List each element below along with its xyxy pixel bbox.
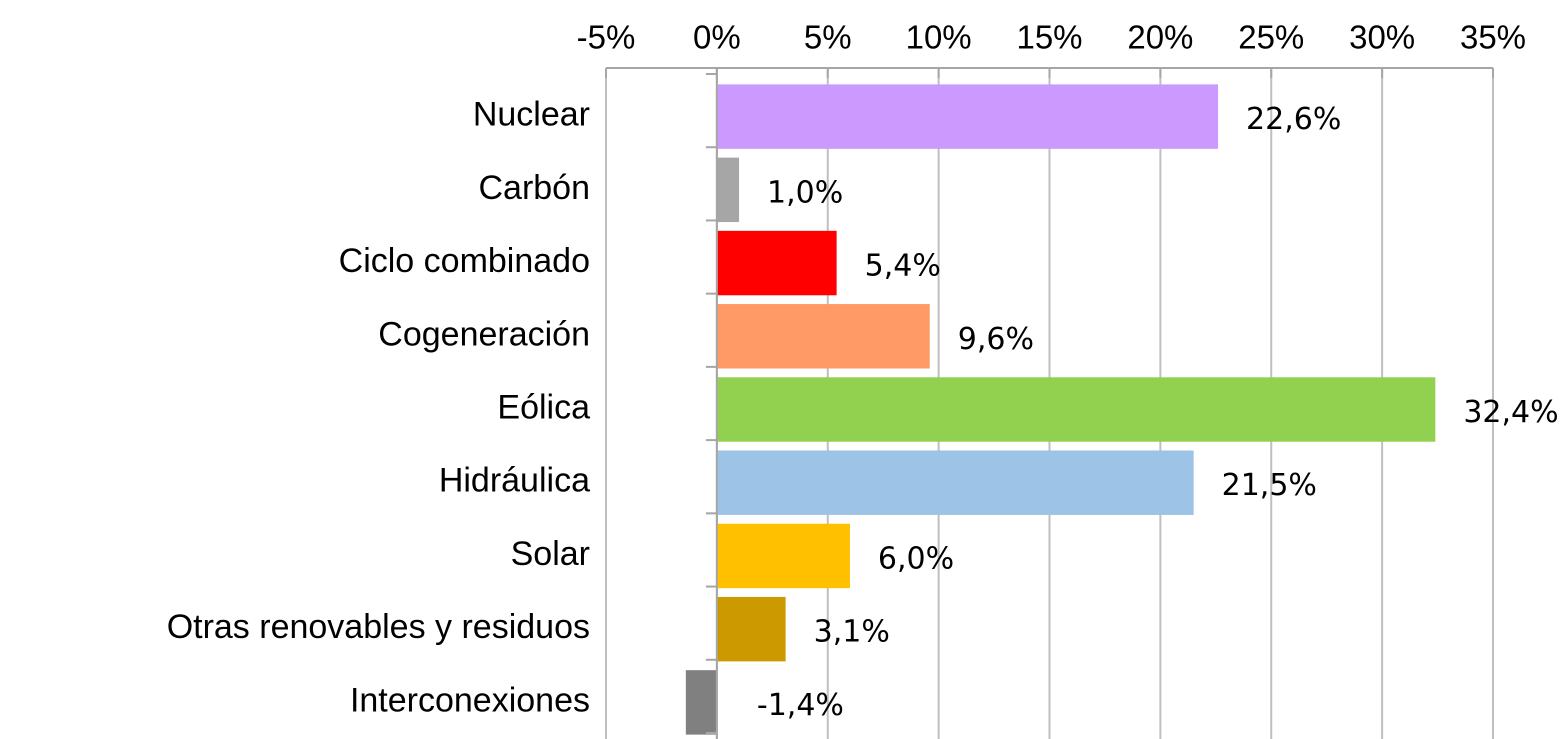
value-label: 1,0%	[767, 175, 843, 210]
x-tick-label: 25%	[1238, 19, 1304, 56]
y-tick-label: Eólica	[497, 388, 590, 426]
y-tick-label: Interconexiones	[350, 681, 590, 719]
x-tick-label: 20%	[1127, 19, 1193, 56]
y-tick-label: Nuclear	[473, 96, 590, 134]
x-tick-label: 30%	[1349, 19, 1415, 56]
x-tick-label: 10%	[906, 19, 972, 56]
bar	[716, 596, 786, 662]
y-tick-label: Carbón	[478, 169, 590, 207]
value-label: 5,4%	[865, 249, 941, 284]
value-label: -1,4%	[757, 688, 844, 723]
bar	[716, 377, 1436, 442]
bar	[716, 157, 740, 223]
value-label: 32,4%	[1463, 395, 1558, 430]
y-tick-label: Cogeneración	[378, 315, 590, 353]
x-tick-label: 5%	[804, 19, 852, 56]
value-label: 3,1%	[814, 615, 890, 650]
bar	[716, 523, 850, 589]
bar	[685, 670, 717, 735]
bar	[716, 84, 1219, 149]
bar	[716, 304, 930, 369]
bar	[716, 230, 837, 296]
x-tick-label: 35%	[1460, 19, 1526, 56]
y-tick-label: Otras renovables y residuos	[167, 608, 590, 646]
x-tick-label: -5%	[577, 19, 636, 56]
y-tick-label: Solar	[511, 535, 590, 573]
value-label: 22,6%	[1246, 102, 1341, 137]
value-label: 9,6%	[958, 322, 1034, 357]
bar	[716, 450, 1194, 515]
x-tick-label: 0%	[693, 19, 741, 56]
y-tick-label: Hidráulica	[439, 462, 590, 500]
x-tick-label: 15%	[1016, 19, 1082, 56]
y-tick-label: Ciclo combinado	[339, 242, 590, 280]
value-label: 6,0%	[878, 541, 954, 576]
value-label: 21,5%	[1222, 468, 1317, 503]
